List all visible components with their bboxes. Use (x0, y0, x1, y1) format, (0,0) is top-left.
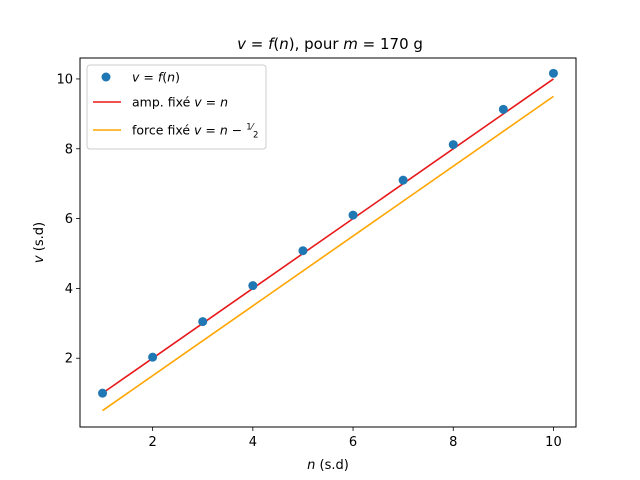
x-tick-label: 10 (545, 435, 562, 450)
legend-marker-points (101, 72, 111, 82)
data-point (248, 281, 258, 291)
x-axis: 2 4 6 8 10 (149, 427, 562, 450)
y-tick-label: 4 (65, 282, 73, 297)
data-point (398, 175, 408, 185)
data-point (448, 140, 458, 150)
x-axis-label: n (s.d) (307, 458, 349, 473)
data-point (98, 388, 108, 398)
x-tick-label: 2 (149, 435, 157, 450)
chart-title: v = f(n), pour m = 170 g (237, 35, 423, 53)
data-point (548, 68, 558, 78)
data-point (148, 352, 158, 362)
series-line-1 (102, 95, 554, 412)
y-tick-label: 8 (65, 142, 73, 157)
x-tick-label: 8 (449, 435, 457, 450)
legend: v = f(n) amp. fixé v = n force fixé v = … (86, 64, 267, 150)
data-point (198, 317, 208, 327)
x-tick-label: 6 (349, 435, 357, 450)
legend-label-line-force: force fixé v = n − 1⁄2 (132, 123, 258, 141)
data-point (498, 104, 508, 114)
data-point (348, 210, 358, 220)
legend-box (86, 64, 267, 150)
legend-label-points: v = f(n) (132, 70, 180, 85)
y-tick-label: 10 (56, 72, 73, 87)
plot-marks (98, 68, 558, 412)
series-line-0 (102, 78, 554, 394)
data-point (298, 246, 308, 256)
y-tick-label: 2 (65, 352, 73, 367)
y-tick-label: 6 (65, 212, 73, 227)
x-tick-label: 4 (249, 435, 257, 450)
y-axis: 2 4 6 8 10 (56, 72, 80, 367)
y-axis-label: v (s.d) (32, 222, 47, 263)
plot-area-frame (79, 57, 577, 428)
legend-label-line-amp: amp. fixé v = n (132, 95, 228, 110)
